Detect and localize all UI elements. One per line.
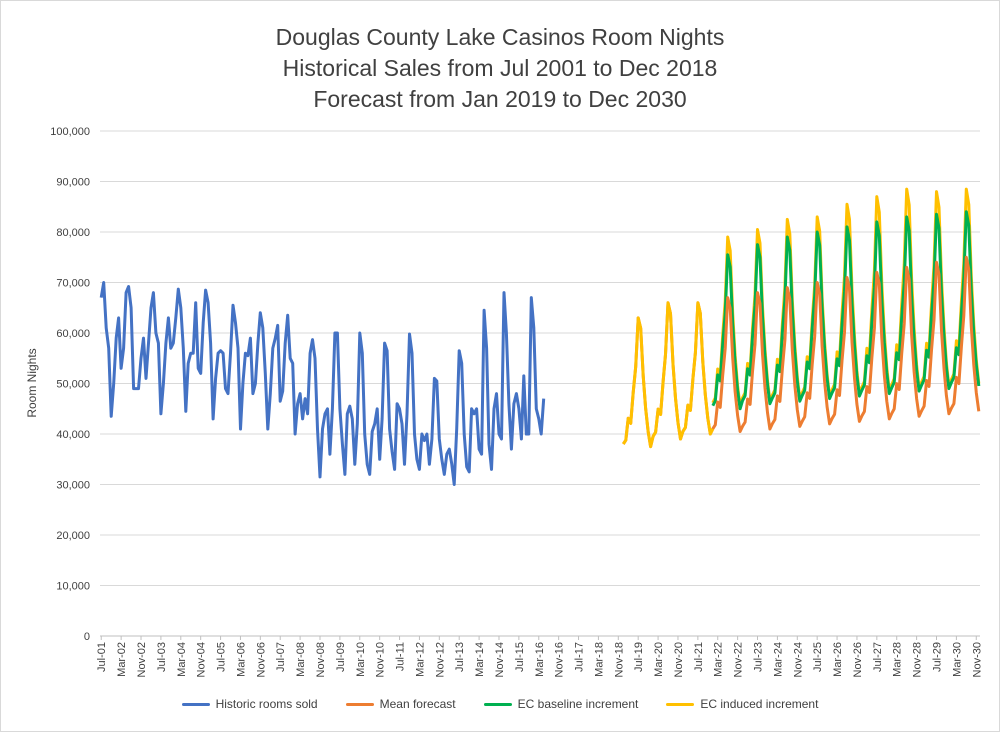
- legend: Historic rooms sold Mean forecast EC basel…: [0, 697, 1000, 711]
- y-tick-label: 80,000: [56, 227, 90, 239]
- x-tick-label: Mar-04: [176, 642, 188, 677]
- legend-label: Mean forecast: [379, 697, 456, 711]
- x-tick-label: Jul-01: [96, 642, 108, 672]
- x-tick-label: Nov-04: [196, 642, 208, 677]
- y-axis-ticks: 0 10,000 20,000 30,000 40,000 50,000 60,000 70,…: [50, 126, 90, 643]
- x-tick-label: Nov-22: [733, 642, 745, 677]
- y-tick-label: 60,000: [56, 328, 90, 340]
- chart-title-line-2: Historical Sales from Jul 2001 to Dec 20…: [282, 55, 718, 81]
- series-lines: [99, 187, 981, 486]
- x-tick-label: Jul-21: [693, 642, 705, 672]
- x-tick-label: Mar-28: [892, 642, 904, 677]
- x-tick-label: Mar-18: [593, 642, 605, 677]
- x-tick-label: Nov-12: [434, 642, 446, 677]
- x-tick-label: Jul-25: [812, 642, 824, 672]
- legend-swatch: [181, 702, 210, 706]
- x-tick-label: Nov-18: [613, 642, 625, 677]
- chart-title-line-3: Forecast from Jan 2019 to Dec 2030: [313, 86, 687, 112]
- x-tick-label: Mar-08: [295, 642, 307, 677]
- x-tick-label: Nov-24: [792, 642, 804, 677]
- x-tick-label: Jul-27: [872, 642, 884, 672]
- x-tick-label: Nov-06: [255, 642, 267, 677]
- legend-item: EC induced increment: [666, 697, 818, 711]
- gridlines: [100, 130, 980, 637]
- x-tick-label: Jul-03: [156, 642, 168, 672]
- x-tick-label: Mar-20: [653, 642, 665, 677]
- legend-label: EC baseline increment: [517, 697, 639, 711]
- x-tick-label: Mar-12: [414, 642, 426, 677]
- y-tick-label: 90,000: [56, 177, 90, 189]
- series-line: [622, 301, 715, 449]
- x-tick-label: Nov-16: [554, 642, 566, 677]
- x-tick-label: Jul-19: [633, 642, 645, 672]
- x-tick-label: Mar-30: [951, 642, 963, 677]
- series-line: [711, 210, 981, 411]
- x-tick-label: Mar-10: [355, 642, 367, 677]
- x-tick-label: Jul-05: [216, 642, 228, 672]
- y-tick-label: 20,000: [56, 530, 90, 542]
- chart-title: Douglas County Lake Casinos Room Nights …: [0, 22, 1000, 115]
- x-tick-label: Jul-11: [395, 642, 407, 671]
- x-tick-label: Mar-26: [832, 642, 844, 677]
- series-line: [99, 281, 546, 486]
- y-tick-label: 0: [84, 631, 90, 643]
- x-tick-label: Nov-26: [852, 642, 864, 677]
- x-tick-label: Mar-24: [772, 642, 784, 677]
- y-tick-label: 50,000: [56, 379, 90, 391]
- legend-swatch: [483, 702, 512, 706]
- legend-label: EC induced increment: [700, 697, 819, 711]
- x-tick-label: Mar-02: [116, 642, 128, 677]
- y-tick-label: 40,000: [56, 429, 90, 441]
- x-tick-label: Jul-15: [514, 642, 526, 672]
- x-tick-label: Jul-17: [574, 642, 586, 672]
- x-tick-label: Nov-30: [971, 642, 983, 677]
- x-tick-label: Jul-07: [275, 642, 287, 672]
- x-tick-label: Jul-23: [753, 642, 765, 672]
- chart-title-line-1: Douglas County Lake Casinos Room Nights: [275, 24, 725, 50]
- legend-item: Historic rooms sold: [181, 697, 318, 711]
- x-tick-label: Mar-22: [713, 642, 725, 677]
- legend-swatch: [666, 702, 695, 706]
- x-tick-label: Nov-10: [375, 642, 387, 677]
- legend-item: EC baseline increment: [483, 697, 639, 711]
- legend-item: Mean forecast: [345, 697, 456, 711]
- y-tick-label: 70,000: [56, 278, 90, 290]
- x-tick-label: Mar-14: [474, 642, 486, 677]
- y-axis-label: Room Nights: [25, 348, 39, 417]
- x-tick-label: Jul-29: [931, 642, 943, 672]
- legend-swatch: [345, 702, 374, 706]
- x-tick-label: Nov-20: [673, 642, 685, 677]
- x-tick-label: Nov-14: [494, 642, 506, 677]
- legend-label: Historic rooms sold: [215, 697, 318, 711]
- x-tick-label: Mar-06: [235, 642, 247, 677]
- x-tick-label: Jul-13: [454, 642, 466, 672]
- x-tick-label: Nov-28: [912, 642, 924, 677]
- y-tick-label: 100,000: [50, 126, 90, 138]
- x-tick-label: Nov-02: [136, 642, 148, 677]
- x-axis-ticks: Jul-01 Mar-02 Nov-02 Jul-03 Mar-04 Nov-04 Jul-…: [96, 636, 983, 677]
- y-tick-label: 30,000: [56, 480, 90, 492]
- x-tick-label: Mar-16: [534, 642, 546, 677]
- x-tick-label: Nov-08: [315, 642, 327, 677]
- y-tick-label: 10,000: [56, 581, 90, 593]
- x-tick-label: Jul-09: [335, 642, 347, 672]
